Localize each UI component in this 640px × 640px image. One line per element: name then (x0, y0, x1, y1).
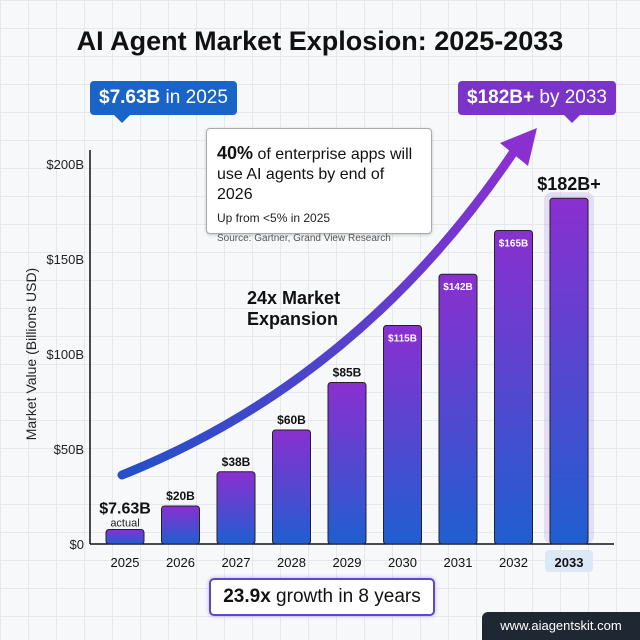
data-label: $115B (388, 334, 417, 345)
start-value-callout: $7.63B in 2025 (90, 81, 237, 123)
bar-2029 (327, 382, 367, 545)
y-tick-label: $50B (54, 442, 84, 457)
data-label: $60B (277, 413, 306, 427)
y-tick-label: $100B (46, 347, 84, 362)
growth-summary: 23.9x growth in 8 years (209, 578, 435, 616)
bar-2025 (105, 529, 145, 545)
bar-2030 (383, 325, 422, 545)
bar-2032 (494, 230, 533, 545)
arrow-label-line2: Expansion (247, 309, 338, 329)
data-label: $85B (333, 366, 362, 380)
x-tick-label: 2033 (555, 555, 584, 570)
growth-arrow (117, 145, 520, 480)
arrow-label-line1: 24x Market (247, 288, 340, 308)
data-label: $7.63B (99, 501, 151, 518)
x-tick-label: 2031 (444, 555, 473, 570)
highlight-tick-bg (545, 550, 593, 572)
x-tick-label: 2026 (166, 555, 195, 570)
bar-2026 (161, 505, 200, 545)
end-text: by 2033 (534, 87, 607, 108)
x-tick-label: 2028 (277, 555, 306, 570)
data-label: $165B (499, 239, 528, 250)
x-tick-label: 2029 (333, 555, 362, 570)
start-value: $7.63B (99, 87, 161, 108)
start-text: in 2025 (160, 87, 228, 108)
info-headline: 40% of enterprise apps will use AI agent… (217, 143, 421, 205)
info-highlight: 40% (217, 143, 254, 163)
growth-text: growth in 8 years (270, 586, 421, 607)
end-value: $182B+ (467, 87, 535, 108)
bar-2027 (216, 471, 256, 545)
bar-2028 (272, 429, 311, 545)
info-box: 40% of enterprise apps will use AI agent… (206, 128, 432, 244)
y-tick-label: $0 (70, 537, 84, 552)
info-source: Source: Gartner, Grand View Research (217, 233, 391, 244)
data-label: $142B (443, 282, 472, 293)
y-axis-label: Market Value (Billions USD) (23, 268, 39, 440)
end-value-callout: $182B+ by 2033 (458, 81, 616, 123)
y-tick-label: $150B (46, 252, 84, 267)
x-tick-label: 2030 (388, 555, 417, 570)
info-subtext: Up from <5% in 2025 (217, 211, 331, 225)
growth-arrowhead (500, 128, 537, 166)
x-tick-label: 2032 (499, 555, 528, 570)
bar-2033 (549, 197, 589, 545)
data-label: $20B (166, 489, 195, 503)
bar-2031 (438, 273, 478, 545)
data-label: $38B (222, 455, 251, 469)
info-headline-text: of enterprise apps will use AI agents by… (217, 146, 413, 203)
y-tick-label: $200B (46, 157, 84, 172)
x-tick-label: 2027 (222, 555, 251, 570)
chart-title: AI Agent Market Explosion: 2025-2033 (76, 26, 564, 56)
actual-label: actual (110, 518, 139, 530)
x-tick-label: 2025 (111, 555, 140, 570)
growth-value: 23.9x (223, 586, 271, 607)
website-label: www.aiagentskit.com (482, 612, 640, 640)
data-label: $182B+ (537, 174, 601, 194)
